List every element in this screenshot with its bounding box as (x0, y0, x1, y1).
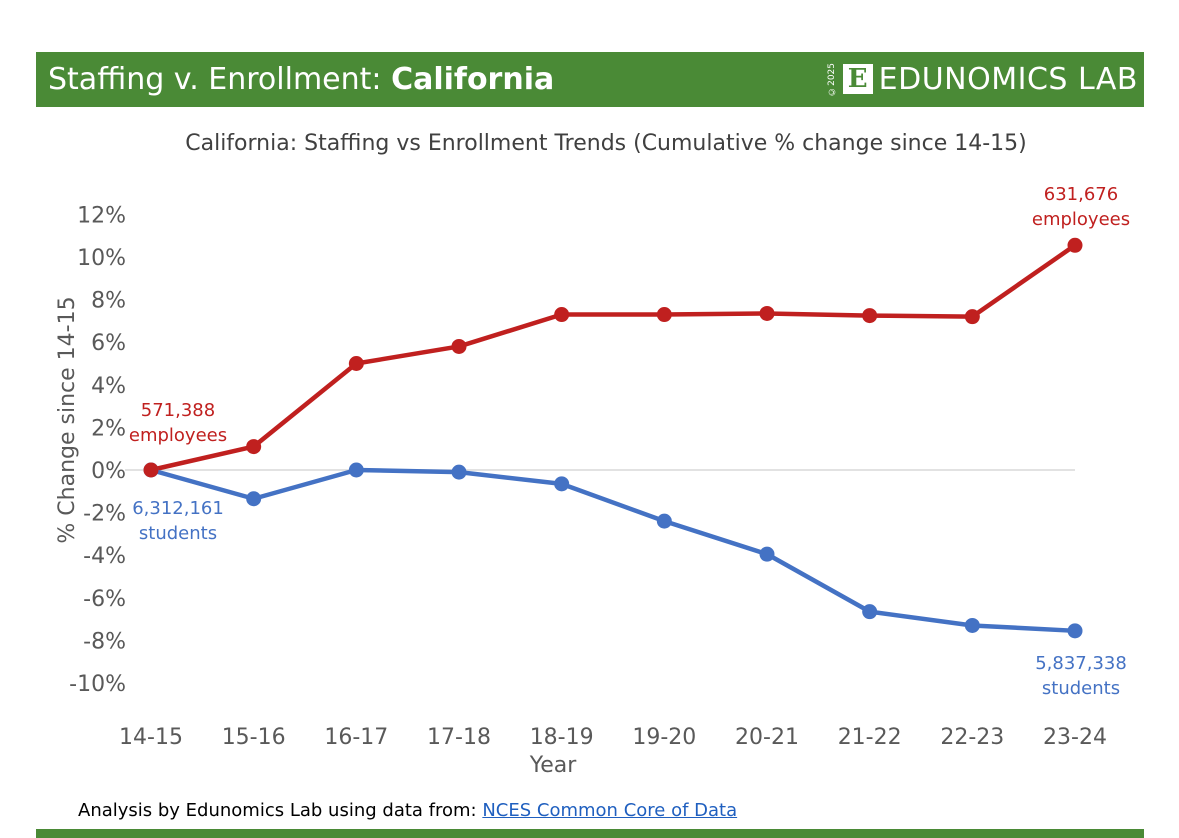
y-axis-label: % Change since 14-15 (55, 296, 80, 543)
x-tick-label: 15-16 (222, 725, 286, 750)
brand-name: EDUNOMICS LAB (878, 61, 1138, 97)
x-tick-label: 18-19 (530, 725, 594, 750)
employees-end-label: employees (1032, 209, 1130, 230)
footer-note: Analysis by Edunomics Lab using data fro… (78, 800, 737, 821)
page-title: Staffing v. Enrollment: California (48, 62, 554, 98)
data-point-employees (143, 462, 159, 478)
y-tick-label: 2% (91, 416, 126, 441)
data-point-employees (348, 356, 364, 371)
data-point-students (554, 476, 570, 492)
series-line-employees (148, 243, 1078, 473)
y-tick-label: -10% (69, 672, 126, 697)
data-point-employees (451, 338, 467, 354)
students-end-label: students (1042, 678, 1120, 699)
title-state: California (391, 62, 555, 97)
footer-bar (36, 829, 1144, 838)
data-source-link[interactable]: NCES Common Core of Data (482, 800, 738, 821)
x-tick-label: 22-23 (940, 725, 1004, 750)
y-tick-label: -2% (83, 502, 126, 527)
y-tick-label: -6% (83, 587, 126, 612)
brand-logo: ©2025 E EDUNOMICS LAB (827, 60, 1138, 98)
data-point-students (1067, 623, 1083, 639)
y-tick-label: -8% (83, 629, 126, 654)
y-tick-label: 8% (91, 289, 126, 314)
data-point-students (964, 617, 980, 633)
x-tick-label: 16-17 (324, 725, 388, 750)
students-start-label: 6,312,161 (132, 498, 224, 519)
data-point-students (656, 513, 672, 529)
data-point-employees (964, 309, 980, 325)
data-point-students (246, 491, 262, 507)
data-point-employees (759, 305, 775, 321)
data-point-employees (554, 307, 570, 323)
y-tick-label: -4% (83, 544, 126, 569)
footer-text: Analysis by Edunomics Lab using data fro… (78, 800, 483, 821)
students-end-label: 5,837,338 (1035, 653, 1127, 674)
series-line-students (148, 467, 1078, 634)
y-tick-label: 10% (77, 246, 126, 271)
chart-title: California: Staffing vs Enrollment Trend… (185, 131, 1027, 156)
title-prefix: Staffing v. Enrollment: (48, 62, 392, 97)
x-tick-label: 21-22 (838, 725, 902, 750)
data-point-employees (862, 308, 878, 324)
y-tick-label: 12% (77, 203, 126, 228)
data-point-employees (656, 307, 672, 323)
data-point-employees (1067, 237, 1083, 253)
data-point-students (759, 546, 775, 562)
data-point-students (348, 462, 364, 478)
y-tick-label: 0% (91, 459, 126, 484)
employees-start-label: employees (129, 425, 227, 446)
x-tick-label: 20-21 (735, 725, 799, 750)
edunomics-logo-icon: E (842, 64, 873, 94)
x-tick-label: 23-24 (1043, 725, 1107, 750)
y-tick-label: 4% (91, 374, 126, 399)
students-start-label: students (139, 523, 217, 544)
y-tick-label: 6% (91, 331, 126, 356)
x-tick-label: 14-15 (119, 725, 183, 750)
data-point-students (862, 604, 878, 620)
header-bar: Staffing v. Enrollment: California ©2025… (36, 52, 1144, 107)
employees-start-label: 571,388 (141, 400, 215, 421)
x-axis-label: Year (529, 753, 578, 778)
data-point-employees (246, 439, 262, 455)
x-tick-label: 19-20 (632, 725, 696, 750)
x-tick-label: 17-18 (427, 725, 491, 750)
employees-end-label: 631,676 (1044, 184, 1118, 205)
line-chart: California: Staffing vs Enrollment Trend… (55, 131, 1130, 778)
data-point-students (451, 464, 467, 480)
